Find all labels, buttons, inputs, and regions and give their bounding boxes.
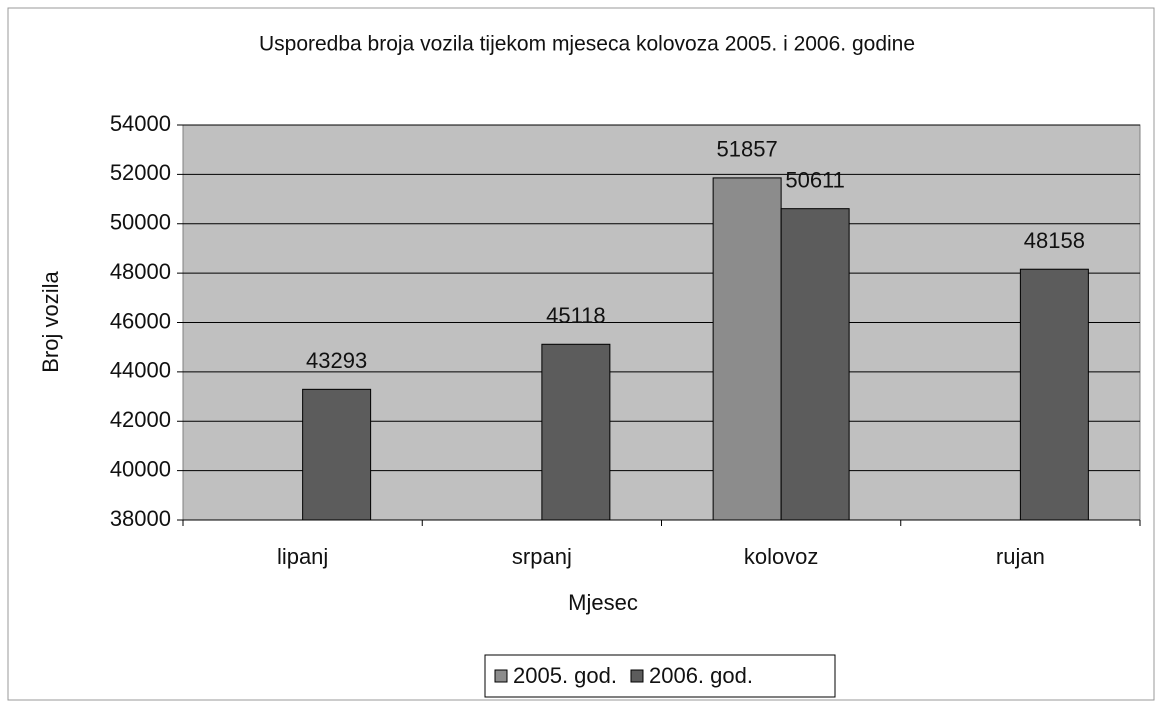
y-tick-label: 48000 <box>110 259 171 284</box>
data-label: 51857 <box>717 137 778 162</box>
x-tick-label: kolovoz <box>744 544 819 569</box>
y-tick-label: 44000 <box>110 358 171 383</box>
y-tick-label: 54000 <box>110 111 171 136</box>
x-axis-label: Mjesec <box>568 590 638 615</box>
bar <box>541 343 611 521</box>
y-tick-label: 52000 <box>110 160 171 185</box>
data-label: 48158 <box>1024 228 1085 253</box>
data-label: 50611 <box>785 167 845 192</box>
bar <box>712 177 782 521</box>
y-tick-label: 46000 <box>110 308 171 333</box>
x-tick-label: rujan <box>996 544 1045 569</box>
y-axis-label: Broj vozila <box>38 270 63 372</box>
legend-swatch <box>494 669 508 683</box>
legend-swatch <box>630 669 644 683</box>
bar <box>780 208 850 521</box>
data-label: 43293 <box>306 348 367 373</box>
legend-label: 2006. god. <box>649 663 753 688</box>
x-tick-label: lipanj <box>277 544 328 569</box>
legend-label: 2005. god. <box>513 663 617 688</box>
y-tick-label: 38000 <box>110 506 171 531</box>
bar <box>302 388 372 521</box>
y-tick-label: 40000 <box>110 456 171 481</box>
chart-title: Usporedba broja vozila tijekom mjeseca k… <box>259 33 915 56</box>
y-tick-label: 42000 <box>110 407 171 432</box>
legend-box <box>484 654 836 698</box>
bar <box>1019 268 1089 521</box>
x-tick-label: srpanj <box>512 544 572 569</box>
data-label: 45118 <box>546 303 606 328</box>
y-tick-label: 50000 <box>110 210 171 235</box>
